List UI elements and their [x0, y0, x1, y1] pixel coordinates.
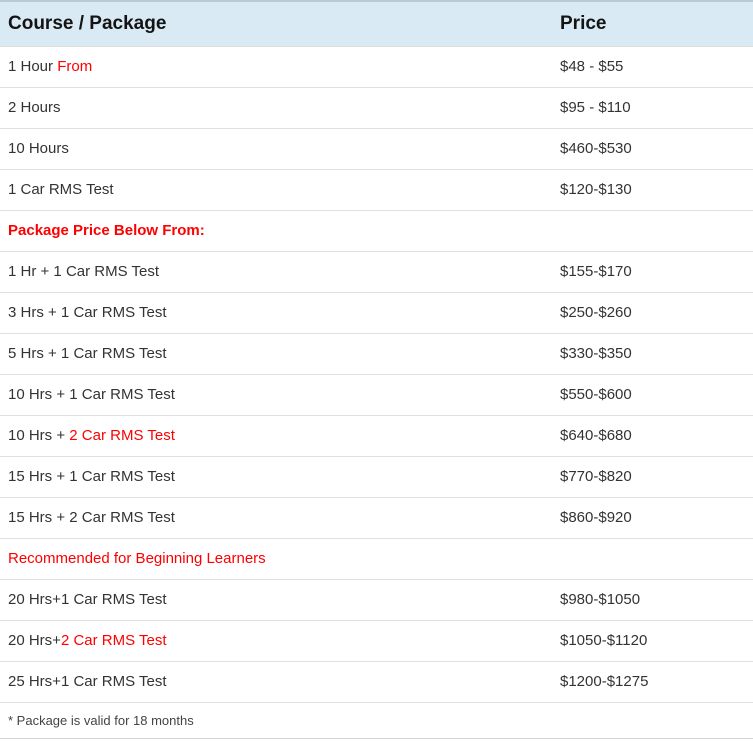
- course-text: 1 Hr + 1 Car RMS Test: [8, 263, 160, 280]
- table-row: 20 Hrs+1 Car RMS Test $980-$1050: [0, 579, 753, 621]
- price-cell: $860-$920: [552, 497, 753, 539]
- course-text-highlight: 2 Car RMS Test: [69, 427, 175, 444]
- course-cell: 25 Hrs+1 Car RMS Test: [0, 661, 552, 703]
- price-cell: $980-$1050: [552, 579, 753, 621]
- price-cell: $550-$600: [552, 374, 753, 416]
- course-text: 1 Hour: [8, 58, 58, 75]
- course-text: 2 Hours: [8, 99, 61, 116]
- table-row: 1 Hour From $48 - $55: [0, 46, 753, 88]
- course-cell: 3 Hrs + 1 Car RMS Test: [0, 292, 552, 334]
- table-row: 25 Hrs+1 Car RMS Test $1200-$1275: [0, 661, 753, 703]
- table-row: 1 Hr + 1 Car RMS Test $155-$170: [0, 251, 753, 293]
- course-cell: Recommended for Beginning Learners: [0, 538, 552, 580]
- price-cell: [552, 538, 753, 580]
- table-row: 1 Car RMS Test $120-$130: [0, 169, 753, 211]
- course-text-highlight: Recommended for Beginning Learners: [8, 550, 266, 567]
- course-cell: 15 Hrs + 2 Car RMS Test: [0, 497, 552, 539]
- footnote: * Package is valid for 18 months: [0, 702, 753, 739]
- table-row: 10 Hrs + 2 Car RMS Test $640-$680: [0, 415, 753, 457]
- course-cell: 1 Hr + 1 Car RMS Test: [0, 251, 552, 293]
- price-cell: $250-$260: [552, 292, 753, 334]
- table-row: 15 Hrs + 2 Car RMS Test $860-$920: [0, 497, 753, 539]
- price-cell: $155-$170: [552, 251, 753, 293]
- course-text: 20 Hrs+1 Car RMS Test: [8, 591, 167, 608]
- course-cell: 1 Car RMS Test: [0, 169, 552, 211]
- course-text: 10 Hrs + 1 Car RMS Test: [8, 386, 175, 403]
- course-cell: 10 Hours: [0, 128, 552, 170]
- section-row: Recommended for Beginning Learners: [0, 538, 753, 580]
- table-row: 5 Hrs + 1 Car RMS Test $330-$350: [0, 333, 753, 375]
- course-text: 5 Hrs + 1 Car RMS Test: [8, 345, 167, 362]
- course-text: 3 Hrs + 1 Car RMS Test: [8, 304, 167, 321]
- course-cell: 2 Hours: [0, 87, 552, 129]
- header-row: Course / Package Price: [0, 1, 753, 47]
- course-cell: 20 Hrs+1 Car RMS Test: [0, 579, 552, 621]
- table-row: 10 Hours $460-$530: [0, 128, 753, 170]
- price-cell: $640-$680: [552, 415, 753, 457]
- price-cell: $460-$530: [552, 128, 753, 170]
- price-cell: $1200-$1275: [552, 661, 753, 703]
- price-cell: $95 - $110: [552, 87, 753, 129]
- course-cell: 20 Hrs+2 Car RMS Test: [0, 620, 552, 662]
- price-cell: $48 - $55: [552, 46, 753, 88]
- price-cell: $120-$130: [552, 169, 753, 211]
- price-cell: $330-$350: [552, 333, 753, 375]
- price-cell: $770-$820: [552, 456, 753, 498]
- table-row: 2 Hours $95 - $110: [0, 87, 753, 129]
- price-cell: $1050-$1120: [552, 620, 753, 662]
- course-text: 15 Hrs + 2 Car RMS Test: [8, 509, 175, 526]
- header-course-package: Course / Package: [0, 1, 552, 47]
- table-row: 3 Hrs + 1 Car RMS Test $250-$260: [0, 292, 753, 334]
- course-text: 1 Car RMS Test: [8, 181, 114, 198]
- course-text: 25 Hrs+1 Car RMS Test: [8, 673, 167, 690]
- course-text: 20 Hrs+: [8, 632, 61, 649]
- course-text-highlight: Package Price Below From:: [8, 222, 205, 239]
- course-text-highlight: From: [57, 58, 93, 75]
- footnote-row: * Package is valid for 18 months: [0, 702, 753, 739]
- course-cell: 10 Hrs + 2 Car RMS Test: [0, 415, 552, 457]
- table-row: 20 Hrs+2 Car RMS Test $1050-$1120: [0, 620, 753, 662]
- course-text: 15 Hrs + 1 Car RMS Test: [8, 468, 175, 485]
- course-cell: 5 Hrs + 1 Car RMS Test: [0, 333, 552, 375]
- course-cell: 15 Hrs + 1 Car RMS Test: [0, 456, 552, 498]
- table-row: 10 Hrs + 1 Car RMS Test $550-$600: [0, 374, 753, 416]
- course-cell: Package Price Below From:: [0, 210, 552, 252]
- course-cell: 1 Hour From: [0, 46, 552, 88]
- course-text-highlight: 2 Car RMS Test: [60, 632, 167, 649]
- table-row: 15 Hrs + 1 Car RMS Test $770-$820: [0, 456, 753, 498]
- course-text: 10 Hrs +: [8, 427, 70, 444]
- header-price: Price: [552, 1, 753, 47]
- course-cell: 10 Hrs + 1 Car RMS Test: [0, 374, 552, 416]
- table-body: 1 Hour From $48 - $55 2 Hours $95 - $110 10 …: [0, 46, 753, 703]
- price-cell: [552, 210, 753, 252]
- section-row: Package Price Below From:: [0, 210, 753, 252]
- course-text: 10 Hours: [8, 140, 69, 157]
